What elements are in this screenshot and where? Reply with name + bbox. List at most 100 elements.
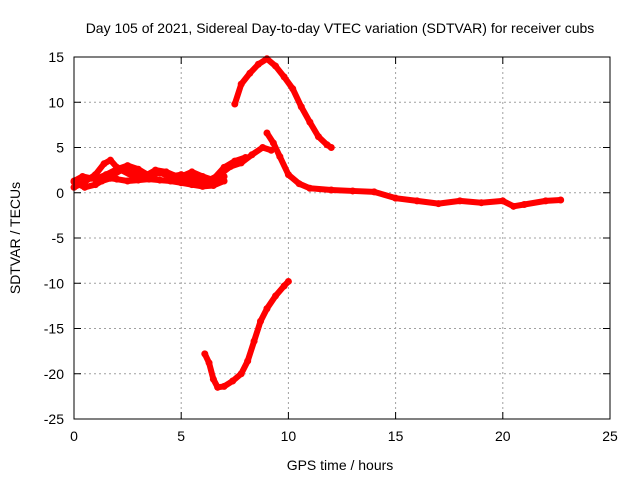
data-point (91, 181, 99, 189)
data-point (306, 118, 314, 126)
data-point (272, 292, 280, 300)
y-tick-label: 10 (48, 94, 64, 110)
series-track-main (263, 129, 565, 210)
y-tick-label: -5 (52, 230, 65, 246)
data-point (257, 317, 265, 325)
data-point (263, 305, 271, 313)
data-point (81, 178, 89, 186)
data-point (246, 69, 254, 77)
data-point (557, 196, 565, 204)
data-point (231, 100, 239, 108)
data-point (276, 153, 284, 161)
y-tick-label: -15 (44, 321, 64, 337)
x-tick-label: 5 (177, 428, 185, 444)
data-point (113, 175, 121, 183)
series-track-low-4 (91, 162, 228, 184)
data-point (327, 144, 335, 151)
y-tick-label: -10 (44, 275, 64, 291)
x-axis-label: GPS time / hours (287, 457, 394, 473)
data-point (220, 382, 228, 390)
data-point (327, 186, 335, 194)
x-tick-label: 0 (70, 428, 78, 444)
data-point (297, 103, 305, 111)
data-point (201, 350, 209, 358)
data-point (220, 172, 228, 180)
data-point (542, 197, 550, 205)
data-point (510, 202, 518, 210)
series-track-high (231, 55, 335, 151)
data-point (349, 187, 357, 195)
data-point (113, 165, 121, 173)
data-point (237, 80, 245, 88)
data-point (91, 175, 99, 183)
data-point (456, 197, 464, 205)
data-point (250, 337, 258, 345)
data-point (106, 156, 114, 164)
data-point (209, 375, 217, 383)
data-point (306, 184, 314, 192)
data-point (124, 168, 132, 176)
data-point (413, 197, 421, 205)
data-point (314, 133, 322, 141)
data-point (220, 163, 228, 171)
data-point (370, 188, 378, 196)
y-axis-label: SDTVAR / TECUs (7, 182, 23, 294)
data-point (434, 200, 442, 208)
data-point (229, 377, 237, 385)
data-point (254, 60, 262, 68)
data-point (102, 171, 110, 179)
data-point (237, 370, 245, 378)
data-point (209, 182, 217, 190)
data-point (79, 172, 87, 180)
x-tick-label: 10 (281, 428, 297, 444)
x-tick-label: 25 (602, 428, 618, 444)
data-point (188, 174, 196, 182)
data-point (499, 197, 507, 205)
data-point (272, 62, 280, 70)
data-point (280, 73, 288, 81)
data-point (134, 165, 142, 173)
data-point (477, 199, 485, 207)
y-tick-label: 5 (56, 140, 64, 156)
data-point (100, 160, 108, 168)
data-point (199, 172, 207, 180)
data-point (520, 201, 528, 209)
data-point (289, 85, 297, 93)
y-tick-label: -20 (44, 366, 64, 382)
data-point (214, 383, 222, 391)
data-point (156, 176, 164, 184)
data-point (177, 172, 185, 180)
data-point (269, 139, 277, 147)
data-point (124, 177, 132, 185)
data-point (295, 180, 303, 188)
x-tick-label: 20 (495, 428, 511, 444)
data-point (248, 151, 256, 159)
y-tick-label: -25 (44, 411, 64, 427)
series-line (263, 130, 564, 210)
chart-title: Day 105 of 2021, Sidereal Day-to-day VTE… (86, 20, 595, 36)
data-point (145, 172, 153, 180)
data-point (284, 171, 292, 179)
data-point (392, 194, 400, 202)
data-point (263, 55, 271, 63)
y-tick-label: 0 (56, 185, 64, 201)
data-point (205, 359, 213, 367)
y-tick-label: 15 (48, 49, 64, 65)
data-point (156, 169, 164, 177)
data-point (166, 171, 174, 179)
data-series (70, 55, 565, 391)
data-point (188, 168, 196, 176)
axis-ticks: 0 5 10 15 20 25 -25 -20 -15 -10 -5 0 5 10 15 (44, 49, 618, 444)
data-point (280, 282, 288, 290)
data-point (244, 357, 252, 365)
series-track-deep (201, 277, 292, 391)
data-point (124, 162, 132, 170)
data-point (284, 277, 292, 285)
x-tick-label: 15 (388, 428, 404, 444)
data-point (263, 129, 271, 137)
data-point (231, 157, 239, 165)
data-point (259, 144, 267, 151)
data-point (209, 176, 217, 184)
